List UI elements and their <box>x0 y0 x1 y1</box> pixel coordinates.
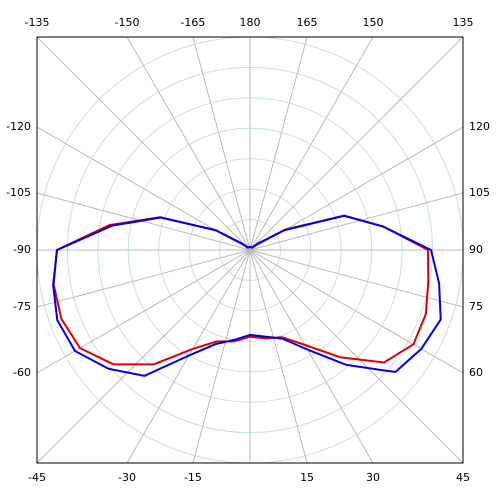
angle-label: -90 <box>13 243 31 256</box>
grid-spoke <box>37 192 251 251</box>
grid-spoke <box>249 249 374 463</box>
grid-spoke <box>37 249 251 463</box>
angle-label: -165 <box>180 16 205 29</box>
grid-spoke <box>249 249 463 463</box>
pattern-line <box>52 214 442 377</box>
grid <box>37 37 463 463</box>
angle-label: 120 <box>469 120 490 133</box>
labels: -165 -150 -135 -120 -105 -90 -75 -60 -45 -30 -15 15… <box>6 16 490 484</box>
grid-spoke <box>249 249 308 463</box>
grid-spoke <box>37 37 251 251</box>
angle-label: -60 <box>13 366 31 379</box>
angle-label: 90 <box>469 243 483 256</box>
angle-label: -30 <box>118 471 136 484</box>
angle-label: 75 <box>469 300 483 313</box>
angle-label: 45 <box>456 471 470 484</box>
angle-label: -150 <box>115 16 140 29</box>
grid-spoke <box>126 37 251 251</box>
grid-spoke <box>37 249 251 308</box>
angle-label: 30 <box>366 471 380 484</box>
grid-spoke <box>249 37 374 251</box>
grid-spoke <box>37 249 251 374</box>
plot <box>52 214 442 377</box>
angle-label: 15 <box>300 471 314 484</box>
grid-spoke <box>249 192 463 251</box>
plot-frame <box>36 36 464 464</box>
angle-label: -105 <box>6 186 31 199</box>
angle-label: 135 <box>453 16 474 29</box>
grid-spoke <box>249 37 308 251</box>
angle-label: 150 <box>362 16 383 29</box>
angle-label: -75 <box>13 300 31 313</box>
grid-spoke <box>192 37 251 251</box>
angle-label: 165 <box>297 16 318 29</box>
grid-spoke <box>192 249 251 463</box>
angle-label: 60 <box>469 366 483 379</box>
grid-spoke <box>249 37 463 251</box>
angle-label: -45 <box>28 471 46 484</box>
angle-label: 105 <box>469 186 490 199</box>
angle-label: -15 <box>184 471 202 484</box>
grid-spoke <box>249 249 463 374</box>
angle-label: 180 <box>240 16 261 29</box>
angle-label: -120 <box>6 120 31 133</box>
angle-label: -135 <box>25 16 50 29</box>
